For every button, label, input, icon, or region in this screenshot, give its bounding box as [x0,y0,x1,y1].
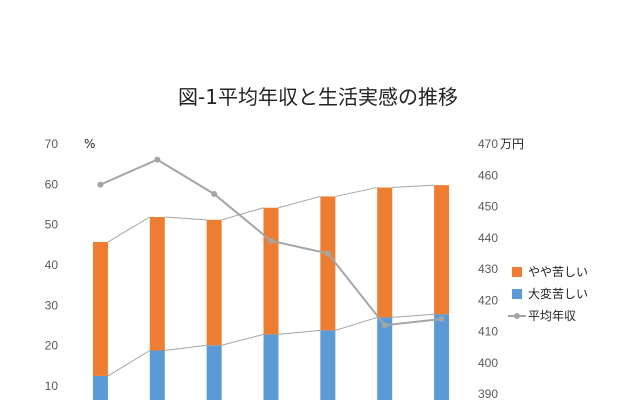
left-tick-label: 40 [45,258,59,272]
bar-segment-daihen [149,350,165,400]
series-lines [107,184,435,377]
income-point [381,322,388,329]
right-tick-label: 430 [478,262,498,276]
bar-segment-yaya [206,219,222,346]
left-tick-label: 20 [45,339,59,353]
income-point [211,191,218,197]
bar-segment-daihen [92,375,108,400]
bars [92,185,450,400]
series-line-lower [107,313,435,377]
line-series [97,156,445,329]
left-tick-label: 70 [45,137,59,151]
right-tick-label: 470 [478,137,498,151]
bar-segment-yaya [320,196,336,331]
bar-segment-daihen [320,330,336,400]
bar-segment-daihen [206,345,222,400]
legend-swatch [512,267,522,277]
legend-line-marker [514,313,520,319]
income-point [97,181,104,188]
left-tick-label: 30 [45,298,59,312]
left-tick-label: 60 [45,177,59,191]
right-tick-label: 440 [478,231,498,245]
bar-segment-yaya [377,187,393,318]
bar-segment-yaya [92,242,108,376]
bar-segment-yaya [263,207,279,335]
legend-label: 大変苦しい [528,286,588,301]
income-point [324,250,331,257]
left-axis-unit: % [84,137,95,151]
bar-segment-yaya [149,217,165,351]
right-tick-label: 450 [478,200,498,214]
series-line-upper [107,184,435,243]
legend-label: やや苦しい [528,265,588,279]
income-point [154,156,161,163]
legend-swatch [512,289,522,299]
right-tick-label: 420 [478,293,498,307]
right-tick-label: 460 [478,168,498,182]
left-tick-label: 10 [45,379,59,393]
left-axis: 70 60 50 40 30 20 10 [45,137,59,393]
income-point [268,237,274,244]
bar-segment-daihen [263,334,279,400]
bar-segment-daihen [377,317,393,400]
left-tick-label: 50 [45,218,59,232]
right-axis-unit: 万円 [500,137,524,151]
income-point [438,316,445,322]
chart-title: 図-1平均年収と生活実感の推移 [178,85,458,109]
right-tick-label: 390 [478,387,498,400]
right-tick-label: 410 [478,325,498,339]
bar-segment-yaya [434,185,450,315]
right-axis: 470 460 450 440 430 420 410 400 390 [478,137,498,400]
legend-label: 平均年収 [528,309,576,323]
bar-segment-daihen [434,314,450,400]
right-tick-label: 400 [478,356,498,370]
